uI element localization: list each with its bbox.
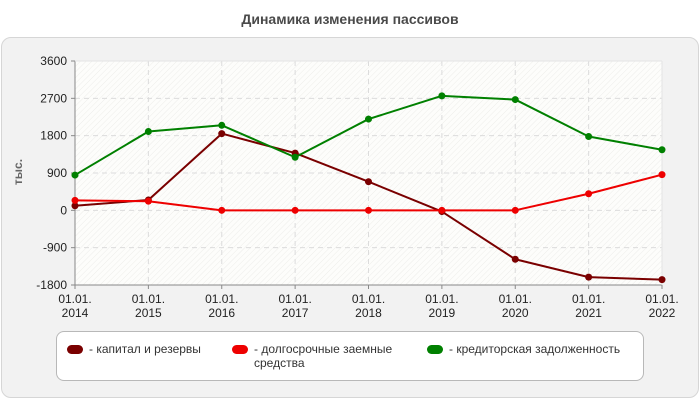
- y-tick-label: -1800: [36, 278, 67, 292]
- data-point: [144, 128, 152, 136]
- x-tick-label: 01.01. 2017: [278, 292, 311, 320]
- y-tick-label: 3600: [40, 54, 67, 68]
- y-tick-label: 900: [47, 166, 67, 180]
- data-point: [218, 206, 226, 214]
- x-tick-label: 01.01. 2022: [645, 292, 678, 320]
- legend: - капитал и резервы - долгосрочные заемн…: [56, 331, 644, 381]
- data-point: [71, 202, 79, 210]
- y-tick-label: -900: [43, 241, 67, 255]
- data-point: [511, 96, 519, 104]
- chart-title: Динамика изменения пассивов: [241, 11, 459, 27]
- data-point: [511, 255, 519, 263]
- data-point: [365, 178, 372, 186]
- x-tick-label: 01.01. 2015: [132, 292, 165, 320]
- series-2: [71, 92, 666, 179]
- data-point: [658, 171, 666, 179]
- legend-swatch-capital: [67, 345, 83, 354]
- y-axis-title: тыс.: [11, 158, 25, 186]
- data-point: [291, 206, 299, 214]
- data-point: [365, 115, 372, 123]
- legend-swatch-payables: [427, 345, 443, 354]
- data-point: [511, 206, 519, 214]
- legend-label: - кредиторская задолженность: [449, 342, 621, 356]
- data-point: [438, 92, 446, 100]
- data-point: [585, 273, 593, 281]
- series-lines: [71, 92, 666, 284]
- legend-swatch-longterm-loans: [232, 345, 248, 354]
- y-tick-label: 0: [60, 203, 67, 217]
- data-point: [71, 171, 79, 179]
- data-point: [585, 190, 593, 198]
- x-tick-label: 01.01. 2016: [205, 292, 238, 320]
- data-point: [658, 146, 666, 154]
- data-point: [218, 130, 226, 138]
- x-tick-label: 01.01. 2020: [499, 292, 532, 320]
- legend-label: - капитал и резервы: [89, 342, 201, 356]
- y-tick-labels: -1800 -900 0 900 1800 2700 3600: [36, 54, 67, 292]
- x-tick-label: 01.01. 2019: [425, 292, 458, 320]
- data-point: [291, 153, 299, 161]
- data-point: [585, 132, 593, 140]
- y-tick-label: 1800: [40, 129, 67, 143]
- data-point: [365, 206, 372, 214]
- x-tick-label: 01.01. 2021: [572, 292, 605, 320]
- legend-label: - долгосрочные заемные средства: [254, 342, 393, 370]
- series-1: [71, 171, 666, 214]
- data-point: [71, 196, 79, 204]
- x-tick-labels: 01.01. 2014 01.01. 2015 01.01. 2016 01.01. 2017…: [58, 292, 678, 320]
- x-tick-label: 01.01. 2014: [58, 292, 91, 320]
- x-tick-label: 01.01. 2018: [352, 292, 385, 320]
- data-point: [658, 276, 666, 284]
- data-point: [144, 197, 152, 205]
- data-point: [218, 121, 226, 129]
- y-tick-label: 2700: [40, 91, 67, 105]
- data-point: [438, 206, 446, 214]
